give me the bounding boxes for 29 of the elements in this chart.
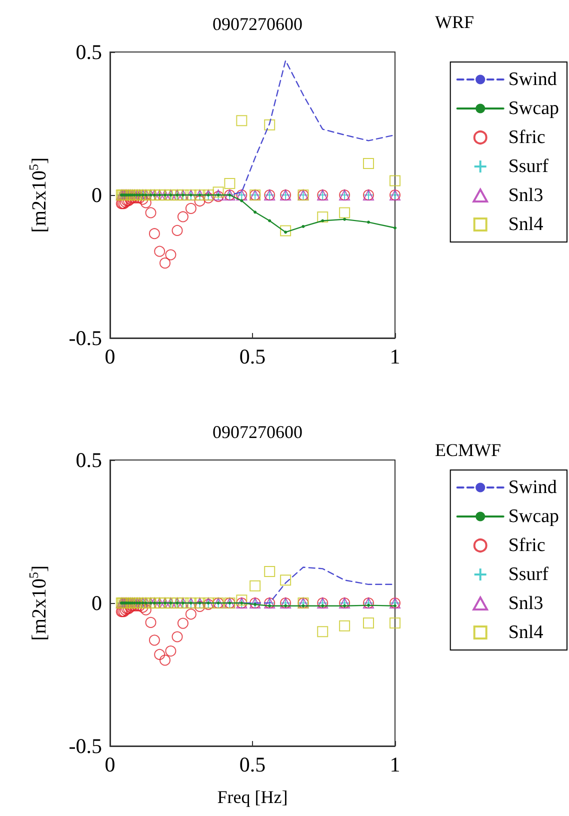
x-tick-label: 0.5 — [239, 752, 266, 776]
x-tick-label: 1 — [390, 344, 400, 368]
y-tick-label: 0 — [92, 591, 102, 615]
legend-label: Swind — [508, 477, 558, 498]
x-tick-label: 1 — [390, 752, 400, 776]
legend-label: Sfric — [508, 535, 546, 556]
x-axis-title: Freq [Hz] — [217, 787, 288, 807]
y-tick-label: 0 — [92, 183, 102, 207]
y-tick-label: -0.5 — [68, 734, 102, 758]
legend-title: ECMWF — [435, 440, 502, 460]
legend-label: Ssurf — [508, 156, 550, 177]
y-tick-label: -0.5 — [68, 326, 102, 350]
legend-label: Snl3 — [508, 593, 544, 614]
y-axis-title: [m2x105] — [26, 157, 50, 233]
x-tick-label: 0.5 — [239, 344, 266, 368]
y-tick-label: 0.5 — [76, 40, 102, 64]
legend-label: Swcap — [508, 98, 559, 119]
legend-label: Swind — [508, 69, 558, 90]
legend-label: Ssurf — [508, 564, 550, 585]
legend-label: Snl4 — [508, 214, 544, 235]
chart-title: 0907270600 — [212, 14, 302, 34]
y-tick-label: 0.5 — [76, 448, 102, 472]
legend-title: WRF — [435, 12, 474, 32]
chart-title: 0907270600 — [212, 422, 302, 442]
legend-label: Snl4 — [508, 622, 544, 643]
legend-label: Snl3 — [508, 185, 544, 206]
y-axis-title: [m2x105] — [26, 565, 50, 641]
legend-label: Swcap — [508, 506, 559, 527]
legend-label: Sfric — [508, 127, 546, 148]
